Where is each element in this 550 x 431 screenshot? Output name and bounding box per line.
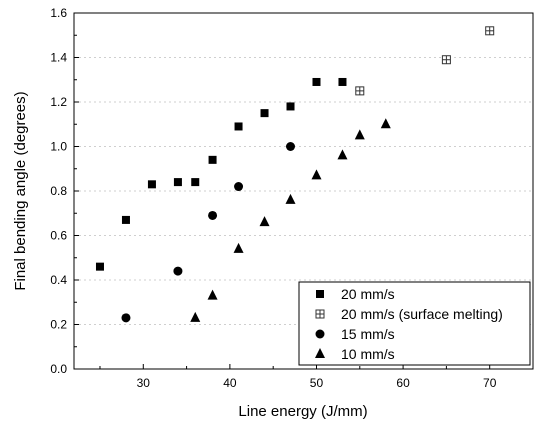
y-tick-label: 0.6 — [50, 229, 67, 243]
x-tick-label: 40 — [223, 376, 237, 390]
y-tick-label: 0.8 — [50, 184, 67, 198]
x-tick-label: 60 — [396, 376, 410, 390]
y-tick-label: 1.4 — [50, 51, 67, 65]
data-point-triangle — [233, 242, 244, 253]
data-point-square — [286, 102, 295, 111]
data-point-circle — [208, 210, 218, 220]
data-point-circle — [121, 313, 131, 323]
gridlines — [74, 12, 533, 325]
y-axis-ticks: 0.0 0.2 0.4 0.6 0.8 1.0 1.2 1.4 1.6 — [50, 6, 79, 376]
x-tick-label: 50 — [310, 376, 324, 390]
data-point-square — [95, 262, 104, 271]
data-point-triangle — [259, 216, 270, 227]
legend: 20 mm/s 20 mm/s (surface melting) 15 mm/… — [298, 281, 531, 366]
legend-box — [298, 281, 531, 366]
data-point-square — [312, 77, 321, 86]
data-point-circle — [286, 142, 296, 151]
data-markers — [95, 26, 495, 323]
legend-marker-square — [316, 290, 324, 298]
legend-marker-triangle — [315, 348, 325, 358]
data-point-crossed-square — [355, 86, 365, 96]
data-point-triangle — [311, 169, 322, 180]
legend-label-15mms: 15 mm/s — [341, 326, 395, 342]
data-point-square — [260, 109, 269, 118]
legend-label-10mms: 10 mm/s — [341, 346, 395, 362]
legend-marker-crossed-square — [315, 309, 325, 319]
data-point-triangle — [190, 311, 201, 322]
y-tick-label: 0.0 — [50, 362, 67, 376]
x-axis-ticks: 30 40 50 60 70 — [99, 364, 534, 390]
data-point-triangle — [207, 289, 218, 300]
x-axis-title: Line energy (J/mm) — [238, 403, 367, 420]
data-point-triangle — [354, 129, 365, 140]
data-point-square — [234, 122, 243, 131]
x-tick-label: 30 — [137, 376, 151, 390]
data-point-square — [208, 155, 217, 164]
data-point-square — [173, 178, 182, 187]
data-point-circle — [234, 182, 244, 192]
y-tick-label: 0.2 — [50, 318, 67, 332]
data-point-square — [338, 77, 347, 86]
y-tick-label: 1.6 — [50, 6, 67, 20]
data-point-square — [147, 180, 156, 189]
data-point-triangle — [380, 118, 391, 129]
legend-label-20mms-surface-melting: 20 mm/s (surface melting) — [341, 306, 503, 322]
y-tick-label: 1.2 — [50, 95, 67, 109]
data-point-triangle — [337, 149, 348, 160]
data-point-square — [121, 215, 130, 224]
data-point-crossed-square — [441, 55, 451, 65]
y-tick-label: 0.4 — [50, 273, 67, 287]
data-point-triangle — [285, 193, 296, 204]
legend-label-20mms: 20 mm/s — [341, 286, 395, 302]
y-tick-label: 1.0 — [50, 140, 67, 154]
data-point-square — [191, 178, 200, 187]
data-point-circle — [173, 266, 183, 276]
legend-markers — [315, 290, 325, 358]
y-axis-title: Final bending angle (degrees) — [12, 91, 29, 290]
x-tick-label: 70 — [483, 376, 497, 390]
legend-marker-circle — [315, 329, 325, 339]
data-point-crossed-square — [485, 26, 495, 36]
